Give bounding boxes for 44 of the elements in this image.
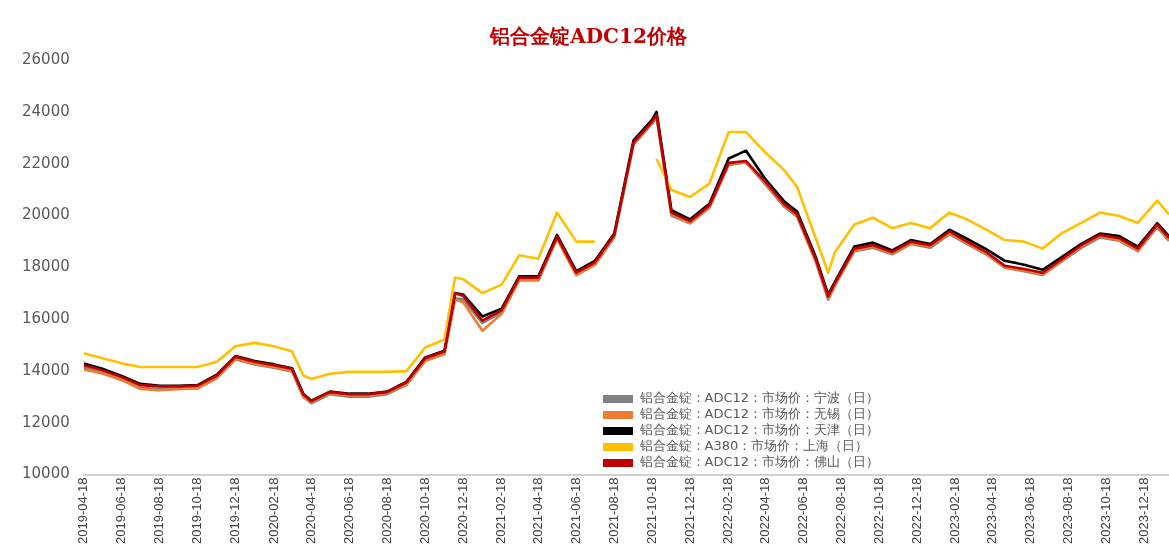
x-tick-label: 2019-12-18 (227, 477, 243, 544)
x-tick-label: 2023-08-18 (1059, 477, 1075, 544)
x-tick-label: 2020-04-18 (302, 477, 318, 544)
x-tick-label: 2020-02-18 (265, 477, 281, 544)
chart-title: 铝合金锭ADC12价格 (489, 24, 688, 49)
x-tick-label: 2021-10-18 (643, 477, 659, 544)
y-tick-label: 16000 (22, 308, 70, 327)
y-tick-label: 22000 (22, 153, 70, 172)
legend-label: 铝合金锭：ADC12：市场价：无锡（日） (638, 406, 880, 422)
x-tick-label: 2023-06-18 (1021, 477, 1037, 544)
x-tick-label: 2021-12-18 (681, 477, 697, 544)
legend-label: 铝合金锭：ADC12：市场价：佛山（日） (638, 454, 880, 470)
x-tick-label: 2019-06-18 (113, 477, 129, 544)
y-tick-label: 12000 (22, 412, 70, 431)
x-tick-label: 2019-04-18 (75, 477, 91, 544)
x-tick-label: 2022-02-18 (720, 477, 736, 544)
y-tick-label: 20000 (22, 205, 70, 224)
x-tick-label: 2021-02-18 (493, 477, 509, 544)
legend-label: 铝合金锭：A380：市场价：上海（日） (638, 438, 869, 454)
x-tick-label: 2020-06-18 (340, 477, 356, 544)
legend-label: 铝合金锭：ADC12：市场价：天津（日） (638, 422, 880, 438)
y-tick-label: 14000 (22, 360, 70, 379)
y-tick-label: 24000 (22, 101, 70, 120)
x-tick-label: 2021-04-18 (529, 477, 545, 544)
y-tick-label: 18000 (22, 257, 70, 276)
x-tick-label: 2019-08-18 (151, 477, 167, 544)
x-tick-label: 2019-10-18 (189, 477, 205, 544)
x-tick-label: 2023-12-18 (1135, 477, 1151, 544)
x-tick-label: 2020-10-18 (416, 477, 432, 544)
x-tick-label: 2022-04-18 (756, 477, 772, 544)
x-tick-label: 2020-08-18 (378, 477, 394, 544)
legend-label: 铝合金锭：ADC12：市场价：宁波（日） (638, 390, 880, 406)
y-tick-label: 26000 (22, 49, 70, 68)
x-tick-label: 2021-06-18 (567, 477, 583, 544)
x-tick-label: 2022-08-18 (832, 477, 848, 544)
x-tick-label: 2021-08-18 (605, 477, 621, 544)
x-tick-label: 2020-12-18 (454, 477, 470, 544)
x-tick-label: 2023-02-18 (947, 477, 963, 544)
y-tick-label: 10000 (22, 464, 70, 483)
x-tick-label: 2023-10-18 (1097, 477, 1113, 544)
x-tick-label: 2022-06-18 (794, 477, 810, 544)
x-tick-label: 2022-12-18 (908, 477, 924, 544)
x-tick-label: 2023-04-18 (983, 477, 999, 544)
x-tick-label: 2022-10-18 (870, 477, 886, 544)
